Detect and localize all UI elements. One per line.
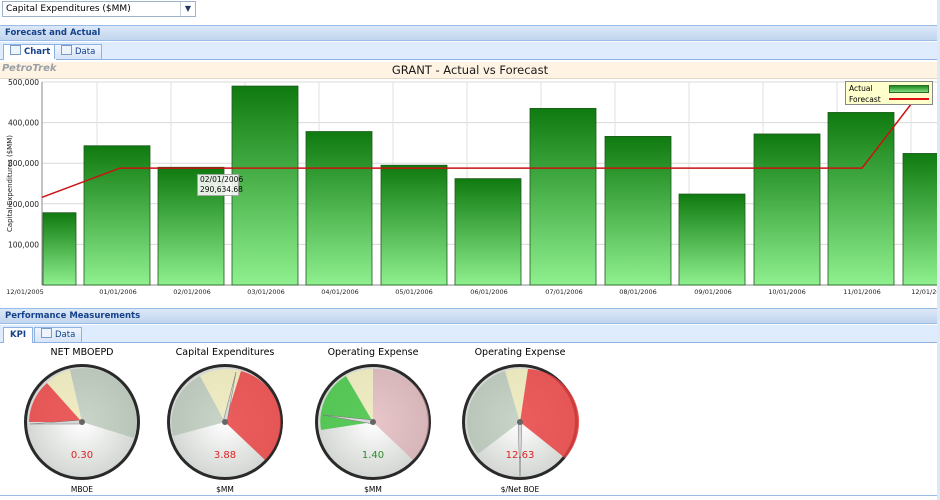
chart-legend: Actual Forecast (845, 81, 933, 105)
gauge-value: 12.63 (505, 450, 535, 461)
chevron-down-icon[interactable]: ▼ (180, 2, 195, 16)
metric-select-value: Capital Expenditures ($MM) (6, 4, 131, 14)
bar-actual (83, 145, 151, 286)
gauge-unit: $MM (216, 485, 234, 494)
x-tick-label: 01/01/2006 (99, 288, 136, 296)
gauge-red-zone (225, 371, 281, 460)
table-icon (41, 328, 52, 338)
gauge-title: NET MBOEPD (50, 347, 114, 358)
gauge-dial (167, 364, 283, 480)
gauge-yellow-zone (346, 368, 373, 422)
petrotrek-logo: PetroTrek (2, 63, 57, 74)
forecast-panel-title: Forecast and Actual (5, 28, 101, 38)
gauge-dial (462, 364, 580, 480)
legend-label-forecast: Forecast (849, 95, 881, 104)
metric-select[interactable]: Capital Expenditures ($MM) ▼ (2, 1, 196, 17)
chart-icon (10, 45, 21, 55)
forecast-panel-header: Forecast and Actual (0, 25, 940, 41)
gauge-unit: $/Net BOE (500, 485, 540, 494)
gauge-title: Operating Expense (474, 347, 566, 358)
gauge-unit: MBOE (70, 485, 94, 494)
gauge-yellow-zone (505, 368, 528, 422)
scrollbar[interactable] (937, 0, 940, 500)
tooltip-date: 02/01/2006 (200, 175, 244, 184)
x-tick-label: 05/01/2006 (395, 288, 432, 296)
bar-actual (604, 136, 672, 286)
y-tick-label: 300,000 (8, 159, 39, 168)
bar-actual (753, 133, 821, 286)
legend-label-actual: Actual (849, 84, 873, 93)
gauge-green-zone (70, 368, 137, 438)
y-tick-label: 100,000 (8, 240, 39, 249)
bar-chart: 100,000 200,000 300,000 400,000 500,000 12/01… (6, 78, 940, 296)
x-tick-label: 10/01/2006 (768, 288, 805, 296)
bar-actual (380, 164, 448, 286)
x-tick-label: 12/01/2005 (6, 288, 43, 296)
bar-actual (231, 85, 299, 286)
legend-swatch-forecast (889, 98, 929, 100)
tab-data-label: Data (75, 47, 96, 57)
x-tick-label: 07/01/2006 (545, 288, 582, 296)
gauge-red-zone (373, 368, 430, 460)
x-tick-label: 08/01/2006 (619, 288, 656, 296)
chart-tooltip: 02/01/2006 290,634.68 (197, 174, 244, 196)
forecast-tabstrip: Chart Data (0, 42, 940, 60)
y-tick-label: 200,000 (8, 200, 39, 209)
bar-actual (902, 153, 940, 286)
x-tick-label: 04/01/2006 (321, 288, 358, 296)
gauge-unit: $MM (364, 485, 382, 494)
gauge-red-zone (29, 383, 82, 422)
bar-actual (454, 178, 522, 286)
bar-actual (529, 107, 597, 286)
tab-chart-label: Chart (24, 47, 51, 57)
bar-actual (42, 212, 77, 286)
tab-kpi[interactable]: KPI (3, 327, 33, 343)
x-tick-label: 02/01/2006 (173, 288, 210, 296)
tab-chart[interactable]: Chart (3, 44, 58, 60)
y-tick-label: 500,000 (8, 78, 39, 87)
line-forecast (41, 81, 929, 199)
perf-tabstrip: KPI Data (0, 325, 940, 343)
chart-area: PetroTrek GRANT - Actual vs Forecast 100… (0, 62, 940, 300)
x-tick-label: 12/01/2006 (911, 288, 940, 296)
gauge-green-zone (467, 371, 520, 454)
gauge-red-zone (520, 369, 580, 458)
tooltip-value: 290,634.68 (200, 185, 243, 194)
chart-titlebar (0, 62, 940, 79)
gauge-dial (315, 364, 431, 480)
y-tick-label: 400,000 (8, 119, 39, 128)
gauge-operating-expense-mm: Operating Expense 1.40 $MM (303, 344, 443, 494)
bottom-border (0, 495, 940, 496)
gauge-green-zone (171, 376, 225, 436)
gauge-title: Operating Expense (327, 347, 419, 358)
gauge-net-mboepd: NET MBOEPD 0.30 MBOE (12, 344, 152, 494)
gauge-value: 1.40 (361, 450, 385, 461)
legend-swatch-actual (889, 85, 929, 93)
x-tick-label: 11/01/2006 (843, 288, 880, 296)
tab-data[interactable]: Data (54, 44, 103, 59)
perf-panel-title: Performance Measurements (5, 311, 141, 321)
x-tick-label: 09/01/2006 (694, 288, 731, 296)
bar-actual (305, 131, 373, 286)
tab-kpi-label: KPI (10, 330, 26, 340)
gauge-capital-expenditures: Capital Expenditures 3.88 $MM (155, 344, 295, 494)
kpi-area: NET MBOEPD 0.30 MBOE Capital Expenditure… (0, 344, 940, 494)
gauge-value: 0.30 (70, 450, 94, 461)
gauge-dial (24, 364, 140, 480)
chart-title: GRANT - Actual vs Forecast (391, 63, 549, 77)
tab-kpi-data[interactable]: Data (34, 327, 83, 342)
bar-actual (678, 193, 746, 286)
x-tick-label: 06/01/2006 (470, 288, 507, 296)
table-icon (61, 45, 72, 55)
gauge-yellow-zone (200, 368, 241, 422)
gauge-value: 3.88 (213, 450, 237, 461)
x-tick-label: 03/01/2006 (247, 288, 284, 296)
perf-panel-header: Performance Measurements (0, 308, 940, 324)
y-axis-label: Capital Expenditures ($MM) (6, 135, 14, 232)
gauge-title: Capital Expenditures (175, 347, 275, 358)
tab-kpi-data-label: Data (55, 330, 76, 340)
gauge-operating-expense-boe: Operating Expense 12.63 $/Net BOE (450, 344, 590, 494)
gauge-yellow-zone (47, 370, 82, 422)
